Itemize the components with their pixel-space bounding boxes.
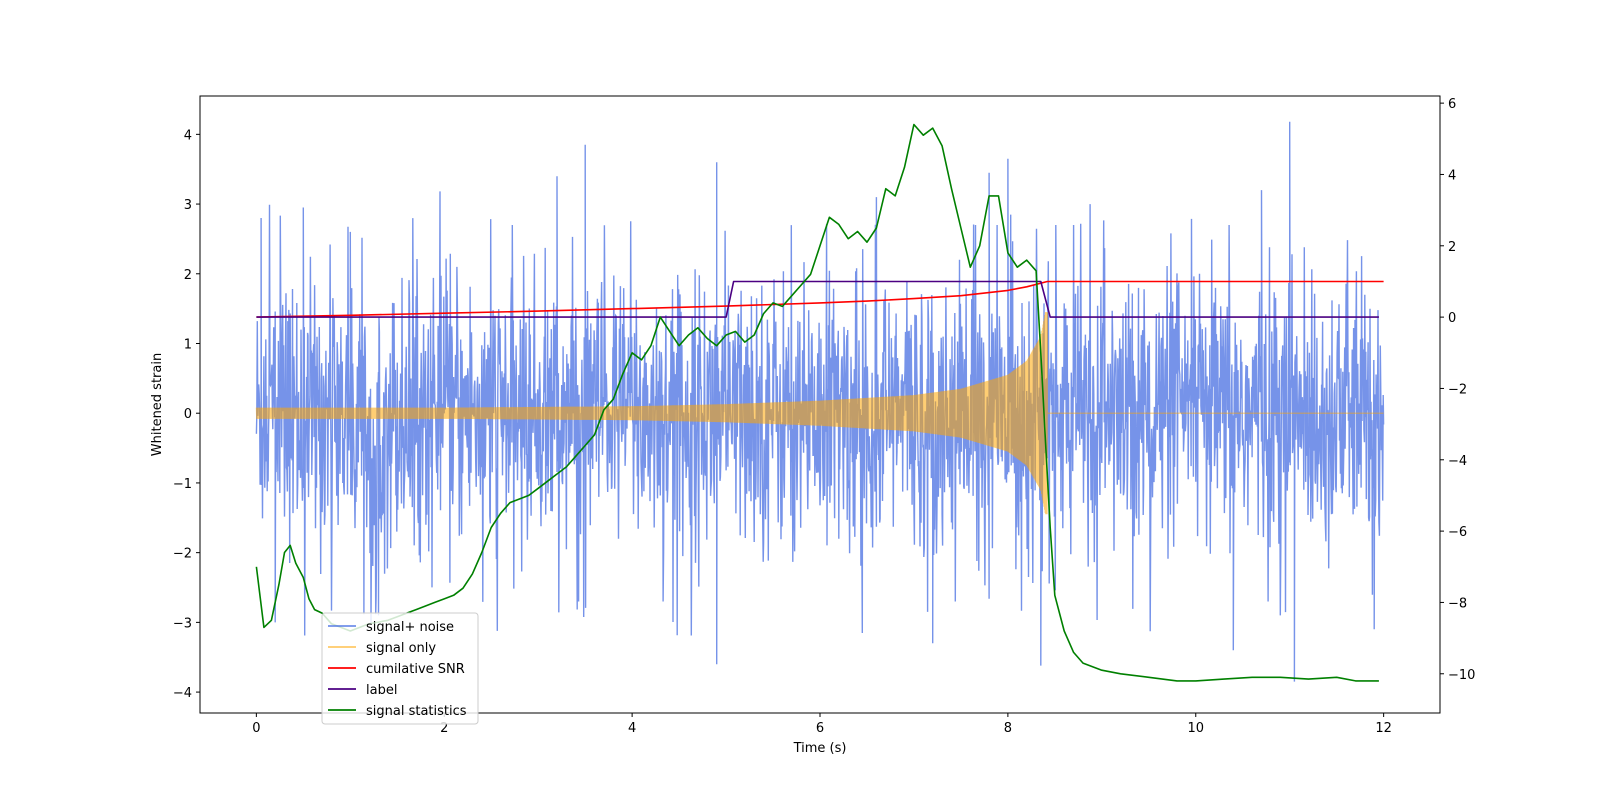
- y2-tick-label: −10: [1448, 668, 1475, 683]
- y2-tick-label: −4: [1448, 454, 1467, 469]
- y2-tick-label: −8: [1448, 596, 1467, 611]
- y-tick-label: 3: [184, 198, 192, 213]
- y2-tick-label: 0: [1448, 311, 1456, 326]
- x-tick-label: 2: [440, 721, 448, 736]
- series-signal-only: [255, 312, 1384, 515]
- x-tick-label: 10: [1187, 721, 1204, 736]
- x-tick-label: 4: [628, 721, 636, 736]
- legend-entry: label: [366, 683, 397, 698]
- y-tick-label: −1: [173, 477, 192, 492]
- x-tick-label: 0: [252, 721, 260, 736]
- y-tick-label: −3: [173, 616, 192, 631]
- x-tick-label: 8: [1004, 721, 1012, 736]
- x-tick-label: 6: [816, 721, 824, 736]
- y-tick-label: −4: [173, 686, 192, 701]
- series-label: [256, 280, 1379, 318]
- x-tick-label: 12: [1375, 721, 1392, 736]
- y-tick-label: −2: [173, 547, 192, 562]
- y-tick-label: 2: [184, 268, 192, 283]
- y-tick-label: 1: [184, 337, 192, 352]
- series-cumilative-snr: [256, 280, 1384, 318]
- legend-entry: cumilative SNR: [366, 662, 465, 677]
- y-axis-label: Whitened strain: [150, 353, 165, 456]
- legend-box: [321, 612, 479, 725]
- y-tick-label: 0: [184, 407, 192, 422]
- y-axis-left: −4 −3 −2 −1 0 1 2 3 4: [173, 128, 200, 701]
- y-axis-right: −10 −8 −6 −4 −2 0 2 4 6: [1440, 97, 1475, 683]
- legend-entry: signal statistics: [366, 704, 467, 719]
- y-tick-label: 4: [184, 128, 192, 143]
- y2-tick-label: 6: [1448, 97, 1456, 112]
- y2-tick-label: 4: [1448, 168, 1456, 183]
- legend-entry: signal+ noise: [366, 620, 454, 635]
- y2-tick-label: 2: [1448, 240, 1456, 255]
- series-signal-noise: [255, 121, 1385, 682]
- y2-tick-label: −2: [1448, 382, 1467, 397]
- series-layer: [255, 121, 1385, 682]
- y2-tick-label: −6: [1448, 525, 1467, 540]
- legend-entry: signal only: [366, 641, 436, 656]
- x-axis-label: Time (s): [793, 741, 847, 756]
- legend: signal+ noise signal only cumilative SNR la…: [321, 612, 479, 725]
